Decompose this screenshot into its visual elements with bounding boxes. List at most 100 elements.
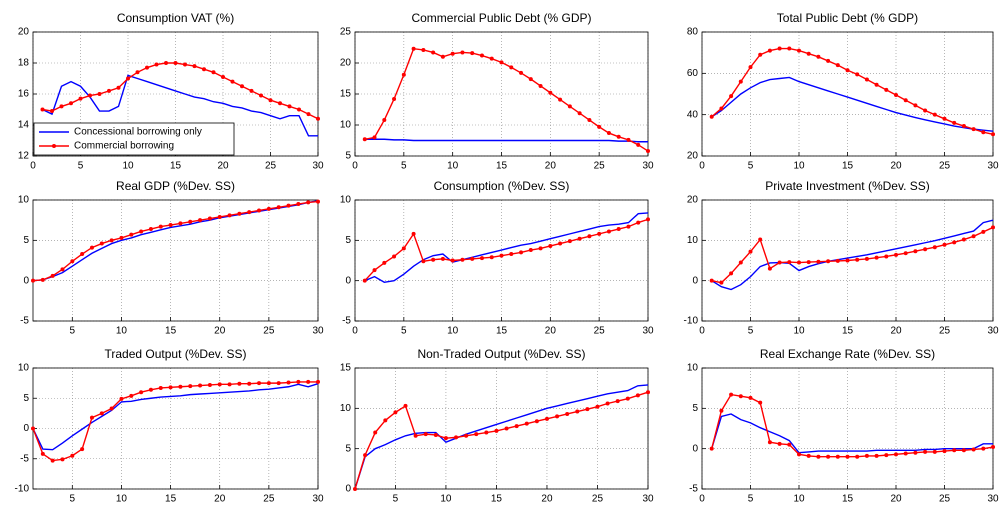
point bbox=[440, 54, 445, 59]
point bbox=[411, 231, 416, 236]
point bbox=[31, 426, 35, 431]
point bbox=[499, 60, 504, 65]
x-tick-label: 20 bbox=[890, 161, 902, 172]
x-tick-label: 20 bbox=[890, 326, 902, 337]
legend-box bbox=[33, 122, 235, 156]
point bbox=[89, 415, 94, 420]
point bbox=[616, 134, 621, 139]
point bbox=[835, 454, 840, 459]
series-line bbox=[32, 200, 319, 282]
x-tick-label: 0 bbox=[352, 161, 358, 172]
point bbox=[758, 237, 763, 242]
panel-title: Real Exchange Rate (%Dev. SS) bbox=[760, 347, 935, 361]
x-tick-label: 15 bbox=[165, 494, 177, 505]
x-tick-label: 20 bbox=[545, 326, 557, 337]
point bbox=[528, 248, 533, 253]
point bbox=[864, 453, 869, 458]
point bbox=[306, 200, 311, 205]
series-line bbox=[711, 393, 994, 458]
x-tick-label: 20 bbox=[890, 494, 902, 505]
point bbox=[207, 382, 212, 387]
panel: Traded Output (%Dev. SS) -10 -5 0 5 10 5 10 15 20… bbox=[15, 347, 324, 504]
point bbox=[168, 385, 173, 390]
point bbox=[178, 221, 183, 226]
point bbox=[89, 245, 94, 250]
point bbox=[392, 254, 397, 259]
point bbox=[164, 61, 168, 65]
y-tick-label: 10 bbox=[340, 195, 352, 206]
point bbox=[942, 116, 947, 121]
x-tick-label: 0 bbox=[699, 494, 705, 505]
plot-frame bbox=[32, 31, 319, 157]
point bbox=[635, 393, 640, 398]
y-tick-label: -5 bbox=[342, 316, 351, 327]
point bbox=[237, 381, 242, 386]
point bbox=[981, 130, 986, 135]
panel-title: Consumption VAT (%) bbox=[117, 11, 234, 25]
point bbox=[913, 103, 918, 108]
point bbox=[247, 210, 252, 215]
point bbox=[306, 379, 311, 384]
x-tick-label: 30 bbox=[987, 161, 999, 172]
point bbox=[758, 52, 763, 57]
panel: Real GDP (%Dev. SS) -5 0 5 10 5 10 15 20 25 30 bbox=[18, 179, 324, 336]
point bbox=[548, 90, 553, 95]
x-tick-label: 15 bbox=[170, 161, 182, 172]
x-tick-label: 25 bbox=[594, 161, 606, 172]
y-tick-label: 0 bbox=[345, 484, 351, 495]
point bbox=[646, 149, 650, 154]
series-line bbox=[32, 200, 319, 282]
point bbox=[777, 441, 782, 446]
plot-frame bbox=[354, 199, 649, 322]
point bbox=[952, 240, 957, 245]
point bbox=[565, 411, 570, 416]
point bbox=[625, 396, 630, 401]
point bbox=[431, 257, 436, 262]
point bbox=[646, 217, 650, 222]
point bbox=[923, 449, 928, 454]
point bbox=[188, 384, 193, 389]
x-tick-label: 5 bbox=[70, 494, 76, 505]
point bbox=[202, 67, 206, 72]
point bbox=[758, 400, 763, 405]
point bbox=[99, 411, 104, 416]
point bbox=[372, 268, 377, 273]
y-tick-label: 80 bbox=[687, 27, 699, 38]
point bbox=[567, 104, 572, 109]
point bbox=[240, 84, 244, 89]
point bbox=[129, 393, 134, 398]
point bbox=[421, 47, 426, 52]
point bbox=[403, 403, 408, 408]
x-tick-label: 10 bbox=[447, 326, 459, 337]
point bbox=[183, 62, 187, 67]
x-tick-label: 15 bbox=[842, 494, 854, 505]
x-tick-label: 5 bbox=[748, 326, 754, 337]
point bbox=[383, 418, 388, 423]
point bbox=[605, 401, 610, 406]
point bbox=[709, 278, 714, 283]
point bbox=[991, 225, 995, 230]
point bbox=[548, 243, 553, 248]
point bbox=[577, 111, 582, 116]
point bbox=[392, 96, 397, 101]
point bbox=[932, 245, 937, 250]
point bbox=[296, 379, 301, 384]
point bbox=[884, 254, 889, 259]
point bbox=[464, 433, 469, 438]
point bbox=[913, 249, 918, 254]
series-line bbox=[364, 138, 648, 143]
panel: Consumption VAT (%) 12 14 16 18 20 0 5 10 15 20 25 3… bbox=[18, 11, 324, 171]
point bbox=[479, 256, 484, 261]
point bbox=[519, 250, 524, 255]
point bbox=[126, 76, 130, 81]
y-tick-label: -10 bbox=[15, 484, 30, 495]
point bbox=[709, 114, 714, 119]
x-tick-label: 10 bbox=[122, 161, 134, 172]
x-tick-label: 20 bbox=[217, 161, 229, 172]
point bbox=[489, 56, 494, 61]
panel-title: Traded Output (%Dev. SS) bbox=[104, 347, 246, 361]
point bbox=[719, 280, 724, 285]
point bbox=[606, 229, 611, 234]
series-line bbox=[354, 391, 649, 490]
point bbox=[626, 137, 631, 142]
